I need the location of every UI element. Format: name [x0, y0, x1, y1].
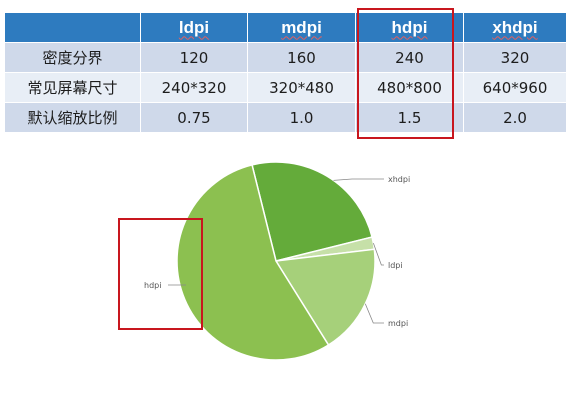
header-xhdpi: xhdpi	[463, 12, 567, 43]
table-corner-cell	[4, 12, 141, 43]
pie-slice-xhdpi	[251, 161, 373, 262]
pie-label-hdpi: hdpi	[144, 281, 161, 290]
density-table: ldpi mdpi hdpi xhdpi 密度分界 120 160 240 32…	[4, 12, 567, 133]
table-cell: 640*960	[463, 72, 567, 103]
table-cell: 320	[463, 42, 567, 73]
table-cell: 2.0	[463, 102, 567, 133]
pie-label-mdpi: mdpi	[388, 319, 408, 328]
table-cell: 1.5	[355, 102, 464, 133]
header-hdpi-label: hdpi	[391, 17, 428, 37]
pie-leader-line-xhdpi	[333, 178, 384, 181]
table-cell: 1.0	[247, 102, 356, 133]
table-cell: 240	[355, 42, 464, 73]
pie-label-ldpi: ldpi	[388, 261, 403, 270]
pie-slice-hdpi	[176, 164, 330, 361]
row-label: 默认缩放比例	[4, 102, 141, 133]
table-cell: 320*480	[247, 72, 356, 103]
table-cell: 240*320	[140, 72, 248, 103]
header-hdpi: hdpi	[355, 12, 464, 43]
table-row-scale-ratio: 默认缩放比例 0.75 1.0 1.5 2.0	[4, 102, 567, 133]
header-xhdpi-label: xhdpi	[492, 17, 538, 37]
row-label: 常见屏幕尺寸	[4, 72, 141, 103]
table-cell: 160	[247, 42, 356, 73]
pie-label-xhdpi: xhdpi	[388, 175, 410, 184]
table-row-density-boundary: 密度分界 120 160 240 320	[4, 42, 567, 73]
header-mdpi-label: mdpi	[281, 17, 322, 37]
header-mdpi: mdpi	[247, 12, 356, 43]
header-ldpi-label: ldpi	[178, 17, 210, 37]
pie-leader-line-ldpi	[372, 242, 384, 266]
pie-leader-line-mdpi	[364, 303, 384, 324]
table-cell: 0.75	[140, 102, 248, 133]
